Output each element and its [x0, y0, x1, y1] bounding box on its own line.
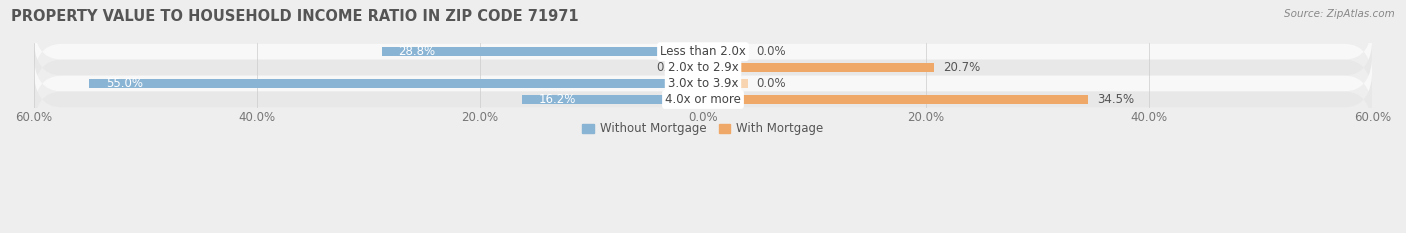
Bar [703, 47, 748, 56]
Text: 16.2%: 16.2% [538, 93, 576, 106]
Text: 3.0x to 3.9x: 3.0x to 3.9x [668, 77, 738, 90]
Bar [703, 79, 748, 88]
FancyBboxPatch shape [34, 20, 1372, 84]
Text: 55.0%: 55.0% [105, 77, 143, 90]
Text: PROPERTY VALUE TO HOUSEHOLD INCOME RATIO IN ZIP CODE 71971: PROPERTY VALUE TO HOUSEHOLD INCOME RATIO… [11, 9, 579, 24]
Text: 4.0x or more: 4.0x or more [665, 93, 741, 106]
Text: 0.0%: 0.0% [756, 45, 786, 58]
Text: 34.5%: 34.5% [1097, 93, 1135, 106]
Text: Source: ZipAtlas.com: Source: ZipAtlas.com [1284, 9, 1395, 19]
Text: 0.0%: 0.0% [756, 77, 786, 90]
Text: Less than 2.0x: Less than 2.0x [659, 45, 747, 58]
Text: 2.0x to 2.9x: 2.0x to 2.9x [668, 61, 738, 74]
Bar [90, 79, 703, 88]
FancyBboxPatch shape [34, 68, 1372, 131]
Bar [703, 95, 1088, 104]
FancyBboxPatch shape [34, 36, 1372, 99]
Text: 20.7%: 20.7% [943, 61, 980, 74]
FancyBboxPatch shape [34, 51, 1372, 116]
Bar [522, 95, 703, 104]
Bar [703, 63, 934, 72]
Legend: Without Mortgage, With Mortgage: Without Mortgage, With Mortgage [578, 118, 828, 140]
Bar [381, 47, 703, 56]
Text: 0.0%: 0.0% [657, 61, 686, 74]
Text: 28.8%: 28.8% [398, 45, 436, 58]
